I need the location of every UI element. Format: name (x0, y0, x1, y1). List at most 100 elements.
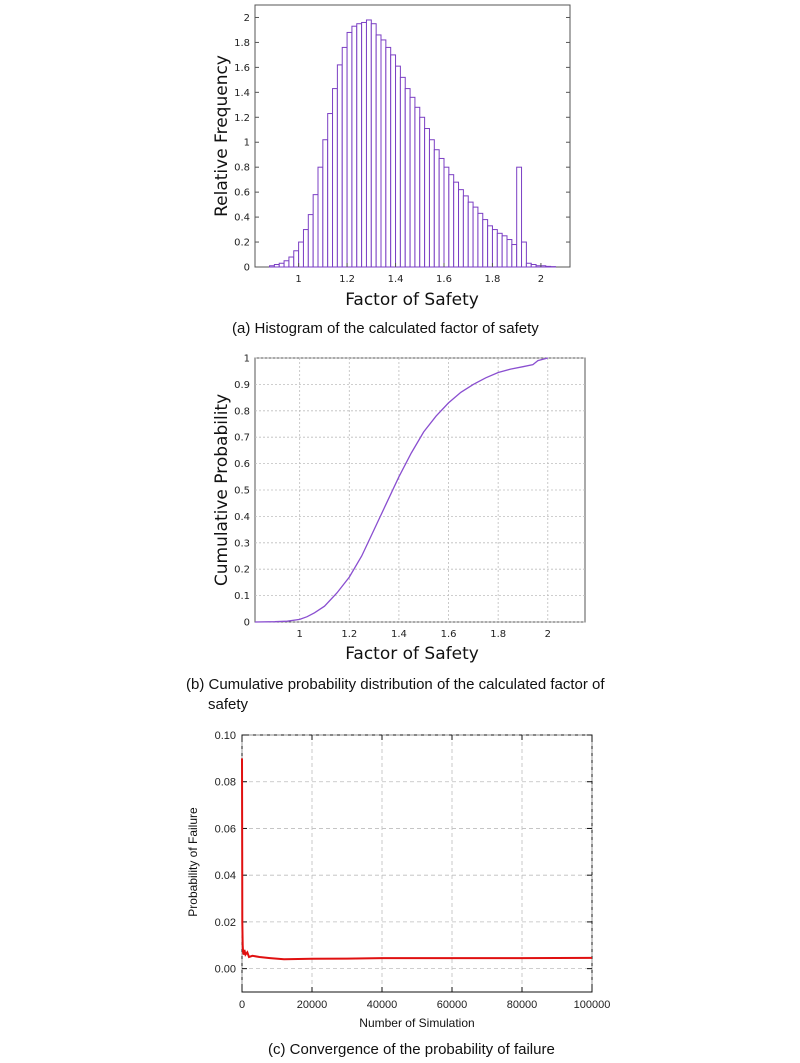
histogram-bar (322, 139, 329, 268)
histogram-bar (414, 106, 421, 268)
caption-a: (a) Histogram of the calculated factor o… (232, 320, 539, 337)
y-tick-label: 0.02 (215, 917, 236, 929)
histogram-bar (317, 166, 324, 268)
histogram-bar (496, 232, 503, 268)
histogram-bar (288, 256, 295, 268)
y-tick-label: 0.3 (234, 538, 250, 549)
histogram-bar (458, 189, 464, 268)
histogram-bar (540, 265, 547, 268)
y-tick-label: 0.04 (215, 870, 236, 882)
histogram-bar (419, 116, 426, 268)
histogram-bar (467, 201, 474, 268)
x-axis-label: Factor of Safety (345, 290, 479, 310)
histogram-bar (293, 250, 300, 268)
histogram-bar (327, 113, 334, 268)
histogram-bar (399, 76, 406, 268)
y-tick-label: 0 (244, 263, 250, 274)
y-tick-label: 0.8 (234, 163, 250, 174)
y-tick-label: 0.2 (234, 565, 250, 576)
x-axis-label: Number of Simulation (359, 1016, 474, 1030)
y-tick-label: 0.6 (234, 459, 250, 470)
y-axis-label: Probability of Failure (186, 807, 200, 917)
histogram-bar (390, 54, 397, 268)
y-tick-label: 1.2 (234, 113, 250, 124)
histogram-bar (385, 46, 392, 268)
x-axis-label: Factor of Safety (345, 644, 479, 664)
y-tick-label: 1 (244, 138, 250, 149)
histogram-bar (380, 39, 387, 268)
histogram-bar (361, 21, 367, 268)
y-tick-label: 0.9 (234, 380, 250, 391)
y-axis-label: Relative Frequency (212, 55, 232, 217)
cdf-series-line (254, 357, 548, 623)
histogram-bar (365, 19, 372, 268)
x-tick-label: 2 (545, 629, 551, 640)
histogram-bar (482, 219, 489, 268)
y-tick-label: 0.8 (234, 406, 250, 417)
histogram-bar (530, 264, 537, 268)
histogram-bar (501, 235, 508, 268)
histogram-bar (491, 229, 498, 268)
histogram-bar (487, 225, 493, 268)
y-tick-label: 0.4 (234, 213, 250, 224)
y-tick-label: 0.06 (215, 823, 236, 835)
histogram-bar (438, 157, 445, 268)
y-tick-label: 1.6 (234, 63, 250, 74)
histogram-bar (462, 195, 469, 268)
histogram-bar (336, 64, 343, 268)
histogram-bar (404, 88, 411, 268)
histogram-bar (428, 139, 435, 268)
histogram-bar (312, 194, 319, 268)
histogram-bar (443, 166, 450, 268)
x-tick-label: 60000 (437, 999, 468, 1011)
y-axis-label: Cumulative Probability (212, 394, 232, 586)
histogram-bar (307, 214, 314, 268)
x-tick-label: 1.6 (441, 629, 457, 640)
y-tick-label: 1.8 (234, 38, 250, 49)
histogram-bar (453, 181, 460, 268)
y-tick-label: 0.2 (234, 238, 250, 249)
histogram-bar (433, 149, 440, 268)
y-tick-label: 0.00 (215, 964, 236, 976)
y-tick-label: 0.5 (234, 486, 250, 497)
histogram-bar (356, 23, 363, 268)
histogram-bar (472, 206, 479, 268)
histogram-bar (516, 166, 523, 268)
histogram-bar (448, 174, 455, 268)
x-tick-label: 100000 (574, 999, 611, 1011)
y-tick-label: 2 (244, 13, 250, 24)
x-tick-label: 80000 (507, 999, 538, 1011)
y-tick-label: 0.6 (234, 188, 250, 199)
histogram-bar (511, 244, 518, 268)
y-tick-label: 1.4 (234, 88, 250, 99)
y-tick-label: 0 (244, 618, 250, 629)
histogram-bar (278, 262, 285, 268)
y-tick-label: 0.1 (234, 591, 250, 602)
histogram-bar (269, 265, 275, 268)
x-tick-label: 1 (295, 274, 301, 285)
x-tick-label: 40000 (367, 999, 398, 1011)
histogram-chart: 1 1.2 1.4 1.6 1.8 2 0 0.2 0.4 0.6 0.8 1 1.2 1.4 1.6 1.8… (212, 4, 571, 310)
histogram-bar (535, 265, 542, 268)
x-tick-label: 1 (296, 629, 302, 640)
histogram-bar (477, 212, 484, 268)
y-tick-label: 0.10 (215, 730, 236, 742)
histogram-bar (409, 96, 416, 268)
caption-b-continued: safety (208, 696, 249, 713)
x-tick-label: 1.6 (436, 274, 452, 285)
histogram-bar (302, 229, 309, 268)
cdf-chart: 1 1.2 1.4 1.6 1.8 2 0 0.1 0.2 0.3 0.4 0.5 0.6 0.7 0.8 0… (212, 354, 586, 664)
x-tick-label: 2 (538, 274, 544, 285)
caption-c: (c) Convergence of the probability of fa… (268, 1041, 555, 1058)
histogram-bar (332, 88, 338, 268)
histogram-bar (395, 65, 401, 268)
y-tick-label: 1 (244, 354, 250, 365)
y-tick-label: 0.4 (234, 512, 250, 523)
probability-series-line (241, 758, 593, 961)
x-tick-label: 1.2 (341, 629, 357, 640)
histogram-bar (375, 34, 382, 268)
x-tick-label: 1.4 (388, 274, 404, 285)
histogram-bar (506, 239, 513, 268)
histogram-bar (521, 241, 527, 268)
